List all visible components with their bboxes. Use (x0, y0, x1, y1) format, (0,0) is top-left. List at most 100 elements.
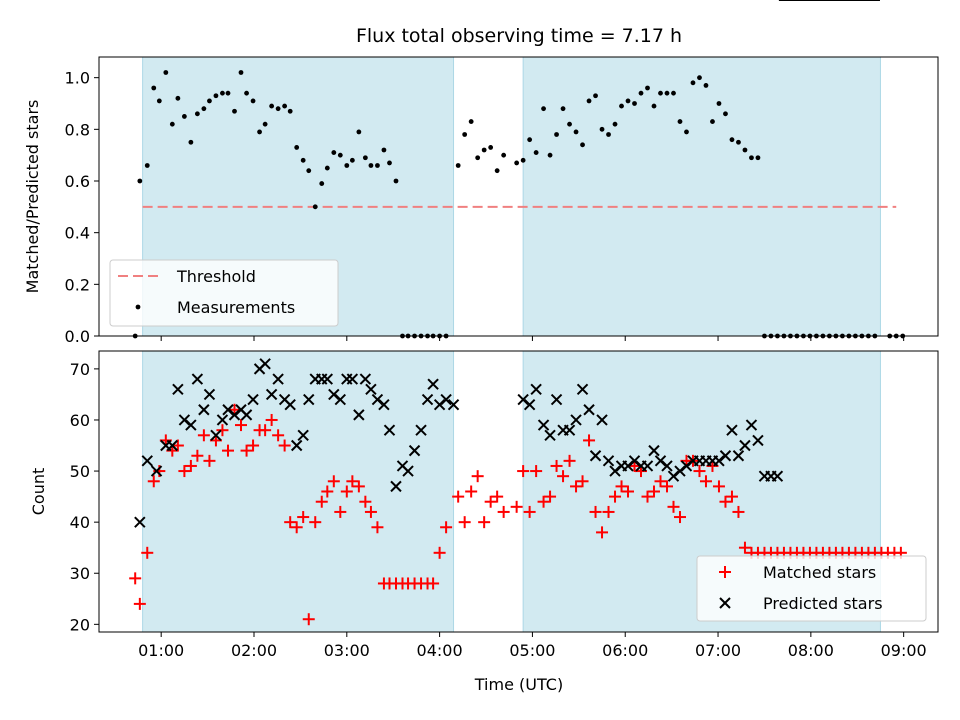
predicted-star-point (415, 424, 427, 436)
y-tick-label: 0.0 (65, 327, 90, 346)
bottom-panel: 20 30 40 50 60 70 01:00 02:00 03:00 04:00 05:00 06… (29, 0, 939, 694)
observing-window-band (522, 56, 881, 337)
predicted-star-point (570, 414, 582, 426)
predicted-star-point (583, 404, 595, 416)
y-tick-label: 0.6 (65, 172, 90, 191)
measurement-point (188, 139, 194, 145)
matched-star-point (216, 424, 229, 437)
predicted-star-point (141, 455, 153, 467)
top-y-axis-label: Matched/Predicted stars (23, 100, 42, 294)
predicted-star-point (378, 398, 390, 411)
legend-threshold-label: Threshold (176, 267, 256, 286)
matched-star-point (302, 613, 315, 626)
measurement-point (703, 83, 709, 88)
measurement-point (282, 103, 288, 109)
matched-star-point (478, 516, 491, 529)
measurement-point (475, 155, 481, 161)
predicted-star-point (290, 439, 303, 452)
measurement-point (337, 152, 343, 158)
predicted-star-point (272, 373, 284, 385)
measurement-point (567, 121, 572, 127)
matched-star-points (129, 403, 907, 626)
matched-star-point (147, 475, 160, 488)
top-y-ticks: 0.0 0.2 0.4 0.6 0.8 1.0 (65, 69, 99, 346)
measurement-point (387, 160, 392, 166)
predicted-star-point (321, 373, 334, 385)
matched-star-point (484, 495, 497, 508)
x-tick-label: 09:00 (881, 641, 927, 660)
matched-star-point (530, 465, 543, 478)
measurement-point (169, 121, 175, 127)
matched-star-point (557, 470, 570, 483)
measurement-point (690, 80, 696, 86)
measurement-point (494, 168, 500, 174)
measurement-point (331, 150, 337, 155)
bottom-legend-box (696, 555, 927, 622)
measurement-point (755, 155, 761, 161)
predicted-star-point (334, 393, 347, 406)
measurement-point (250, 98, 256, 104)
bottom-x-ticks: 01:00 02:00 03:00 04:00 05:00 06:00 07:00 08:00… (138, 632, 927, 660)
measurement-point (393, 178, 399, 184)
measurement-point (729, 137, 735, 143)
measurement-point (547, 152, 553, 158)
legend-predicted-swatch (719, 597, 731, 609)
matched-star-point (550, 459, 563, 472)
measurement-point (344, 163, 350, 168)
predicted-star-point (602, 455, 615, 467)
y-tick-label: 0.4 (65, 224, 90, 243)
predicted-star-points (134, 0, 880, 528)
measurement-point (238, 70, 244, 75)
matched-star-point (589, 505, 602, 518)
measurement-point (163, 70, 169, 75)
measurement-point (710, 119, 715, 124)
predicted-star-point (596, 414, 608, 426)
matched-star-point (247, 439, 260, 452)
predicted-star-point (297, 429, 309, 442)
predicted-star-point (402, 465, 414, 477)
matched-star-point (576, 475, 589, 488)
measurement-point (749, 155, 754, 161)
measurement-point (137, 178, 143, 184)
predicted-star-point (576, 383, 589, 396)
measurement-point (716, 101, 722, 106)
measurement-point (501, 152, 507, 158)
measurement-point (593, 93, 598, 99)
measurement-point (368, 163, 374, 168)
measurement-point (599, 126, 605, 132)
predicted-star-point (661, 460, 673, 472)
predicted-star-point (216, 414, 229, 426)
measurement-point (488, 145, 494, 150)
measurement-point (306, 168, 312, 174)
matched-star-point (732, 505, 745, 518)
y-tick-label: 20 (70, 615, 90, 634)
x-tick-label: 07:00 (695, 641, 741, 660)
x-tick-label: 03:00 (324, 641, 370, 660)
matched-star-point (197, 429, 210, 442)
measurement-point (527, 137, 533, 143)
matched-star-point (133, 597, 146, 610)
top-legend-box (109, 259, 339, 327)
top-panel: 0.0 0.2 0.4 0.6 0.8 1.0 Matched/Predicted sta… (23, 56, 939, 346)
measurement-point (612, 121, 618, 127)
predicted-star-point (771, 470, 784, 482)
measurement-point (151, 85, 157, 91)
predicted-star-point (648, 444, 660, 457)
predicted-star-point (346, 373, 359, 385)
predicted-star-point (166, 439, 179, 452)
measurement-point (244, 90, 249, 96)
predicted-star-point (198, 404, 210, 416)
predicted-star-point (523, 398, 536, 411)
measurement-point (275, 106, 281, 112)
predicted-star-point (365, 383, 377, 396)
matched-star-point (440, 521, 453, 534)
legend-matched-swatch (719, 566, 731, 578)
matched-star-point (725, 490, 738, 503)
measurement-point (294, 145, 300, 150)
matched-star-point (673, 511, 686, 524)
y-tick-label: 30 (70, 564, 90, 583)
predicted-star-point (191, 373, 204, 385)
predicted-star-point (284, 398, 296, 411)
matched-star-point (648, 485, 661, 498)
x-tick-label: 02:00 (231, 641, 277, 660)
